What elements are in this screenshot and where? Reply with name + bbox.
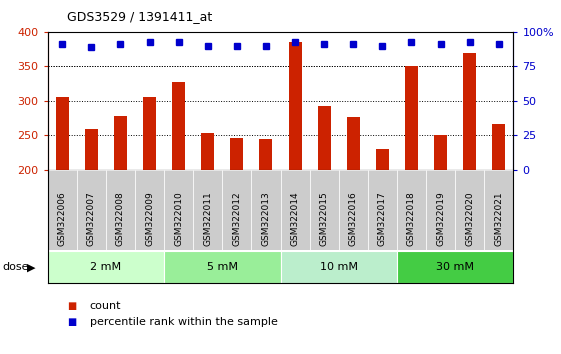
Text: GDS3529 / 1391411_at: GDS3529 / 1391411_at (67, 10, 213, 23)
Bar (172, 82, 185, 170)
Bar (114, 116, 127, 170)
Text: GSM322010: GSM322010 (174, 191, 183, 246)
Bar (347, 118, 360, 170)
Bar (143, 97, 156, 170)
Text: GSM322012: GSM322012 (232, 191, 241, 246)
Bar (434, 135, 447, 170)
Bar (106, 170, 135, 250)
Bar (455, 170, 484, 250)
Bar (484, 170, 513, 250)
Bar (222, 170, 251, 250)
Text: GSM322020: GSM322020 (465, 191, 474, 246)
Bar (259, 139, 273, 170)
Bar (77, 170, 106, 250)
Text: GSM322021: GSM322021 (494, 191, 503, 246)
Bar (288, 42, 302, 170)
Bar (318, 106, 330, 170)
Text: ■: ■ (67, 317, 76, 327)
Text: 2 mM: 2 mM (90, 262, 121, 272)
Bar (231, 138, 243, 170)
Text: 10 mM: 10 mM (320, 262, 358, 272)
Text: GSM322006: GSM322006 (58, 191, 67, 246)
Text: ▶: ▶ (27, 262, 35, 272)
Bar (376, 149, 389, 170)
Text: GSM322015: GSM322015 (320, 191, 329, 246)
Bar (48, 170, 77, 250)
Bar (492, 124, 505, 170)
Bar (280, 170, 310, 250)
Bar (405, 67, 418, 170)
Bar (48, 251, 164, 283)
Bar (339, 170, 368, 250)
Bar (201, 133, 214, 170)
Text: GSM322017: GSM322017 (378, 191, 387, 246)
Text: 30 mM: 30 mM (436, 262, 474, 272)
Bar (85, 129, 98, 170)
Bar (280, 251, 397, 283)
Bar (193, 170, 222, 250)
Text: percentile rank within the sample: percentile rank within the sample (90, 317, 278, 327)
Bar (251, 170, 280, 250)
Text: GSM322008: GSM322008 (116, 191, 125, 246)
Text: 5 mM: 5 mM (207, 262, 238, 272)
Bar (463, 53, 476, 170)
Text: GSM322018: GSM322018 (407, 191, 416, 246)
Bar (397, 170, 426, 250)
Bar (397, 251, 513, 283)
Text: GSM322007: GSM322007 (87, 191, 96, 246)
Bar (426, 170, 455, 250)
Text: GSM322013: GSM322013 (261, 191, 270, 246)
Bar (135, 170, 164, 250)
Bar (164, 170, 193, 250)
Text: GSM322009: GSM322009 (145, 191, 154, 246)
Text: ■: ■ (67, 301, 76, 311)
Text: GSM322019: GSM322019 (436, 191, 445, 246)
Bar (164, 251, 280, 283)
Bar (56, 97, 69, 170)
Bar (310, 170, 339, 250)
Bar (368, 170, 397, 250)
Text: dose: dose (3, 262, 29, 272)
Text: GSM322011: GSM322011 (203, 191, 212, 246)
Text: GSM322016: GSM322016 (349, 191, 358, 246)
Text: count: count (90, 301, 121, 311)
Text: GSM322014: GSM322014 (291, 191, 300, 246)
